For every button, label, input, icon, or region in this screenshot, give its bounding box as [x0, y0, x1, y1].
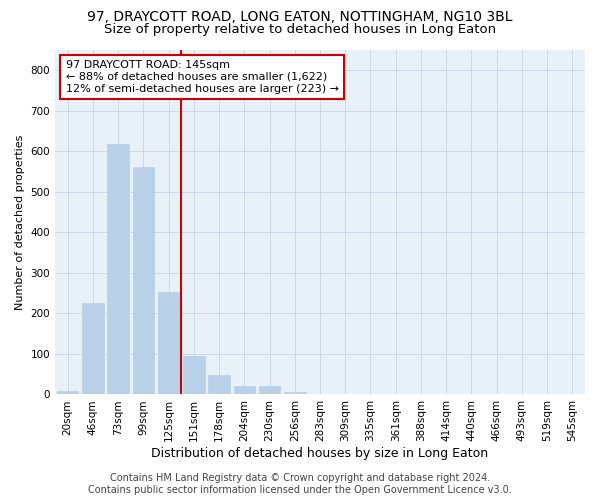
Text: Size of property relative to detached houses in Long Eaton: Size of property relative to detached ho…	[104, 22, 496, 36]
Bar	[259, 386, 280, 394]
Text: 97, DRAYCOTT ROAD, LONG EATON, NOTTINGHAM, NG10 3BL: 97, DRAYCOTT ROAD, LONG EATON, NOTTINGHA…	[87, 10, 513, 24]
Bar	[57, 391, 79, 394]
Bar	[107, 144, 129, 394]
Bar	[183, 356, 205, 395]
Text: Contains HM Land Registry data © Crown copyright and database right 2024.
Contai: Contains HM Land Registry data © Crown c…	[88, 474, 512, 495]
Bar	[133, 166, 154, 394]
Text: 97 DRAYCOTT ROAD: 145sqm
← 88% of detached houses are smaller (1,622)
12% of sem: 97 DRAYCOTT ROAD: 145sqm ← 88% of detach…	[65, 60, 338, 94]
Bar	[158, 292, 179, 394]
Bar	[284, 392, 305, 394]
X-axis label: Distribution of detached houses by size in Long Eaton: Distribution of detached houses by size …	[151, 447, 488, 460]
Y-axis label: Number of detached properties: Number of detached properties	[15, 134, 25, 310]
Bar	[208, 375, 230, 394]
Bar	[233, 386, 255, 394]
Bar	[82, 304, 104, 394]
